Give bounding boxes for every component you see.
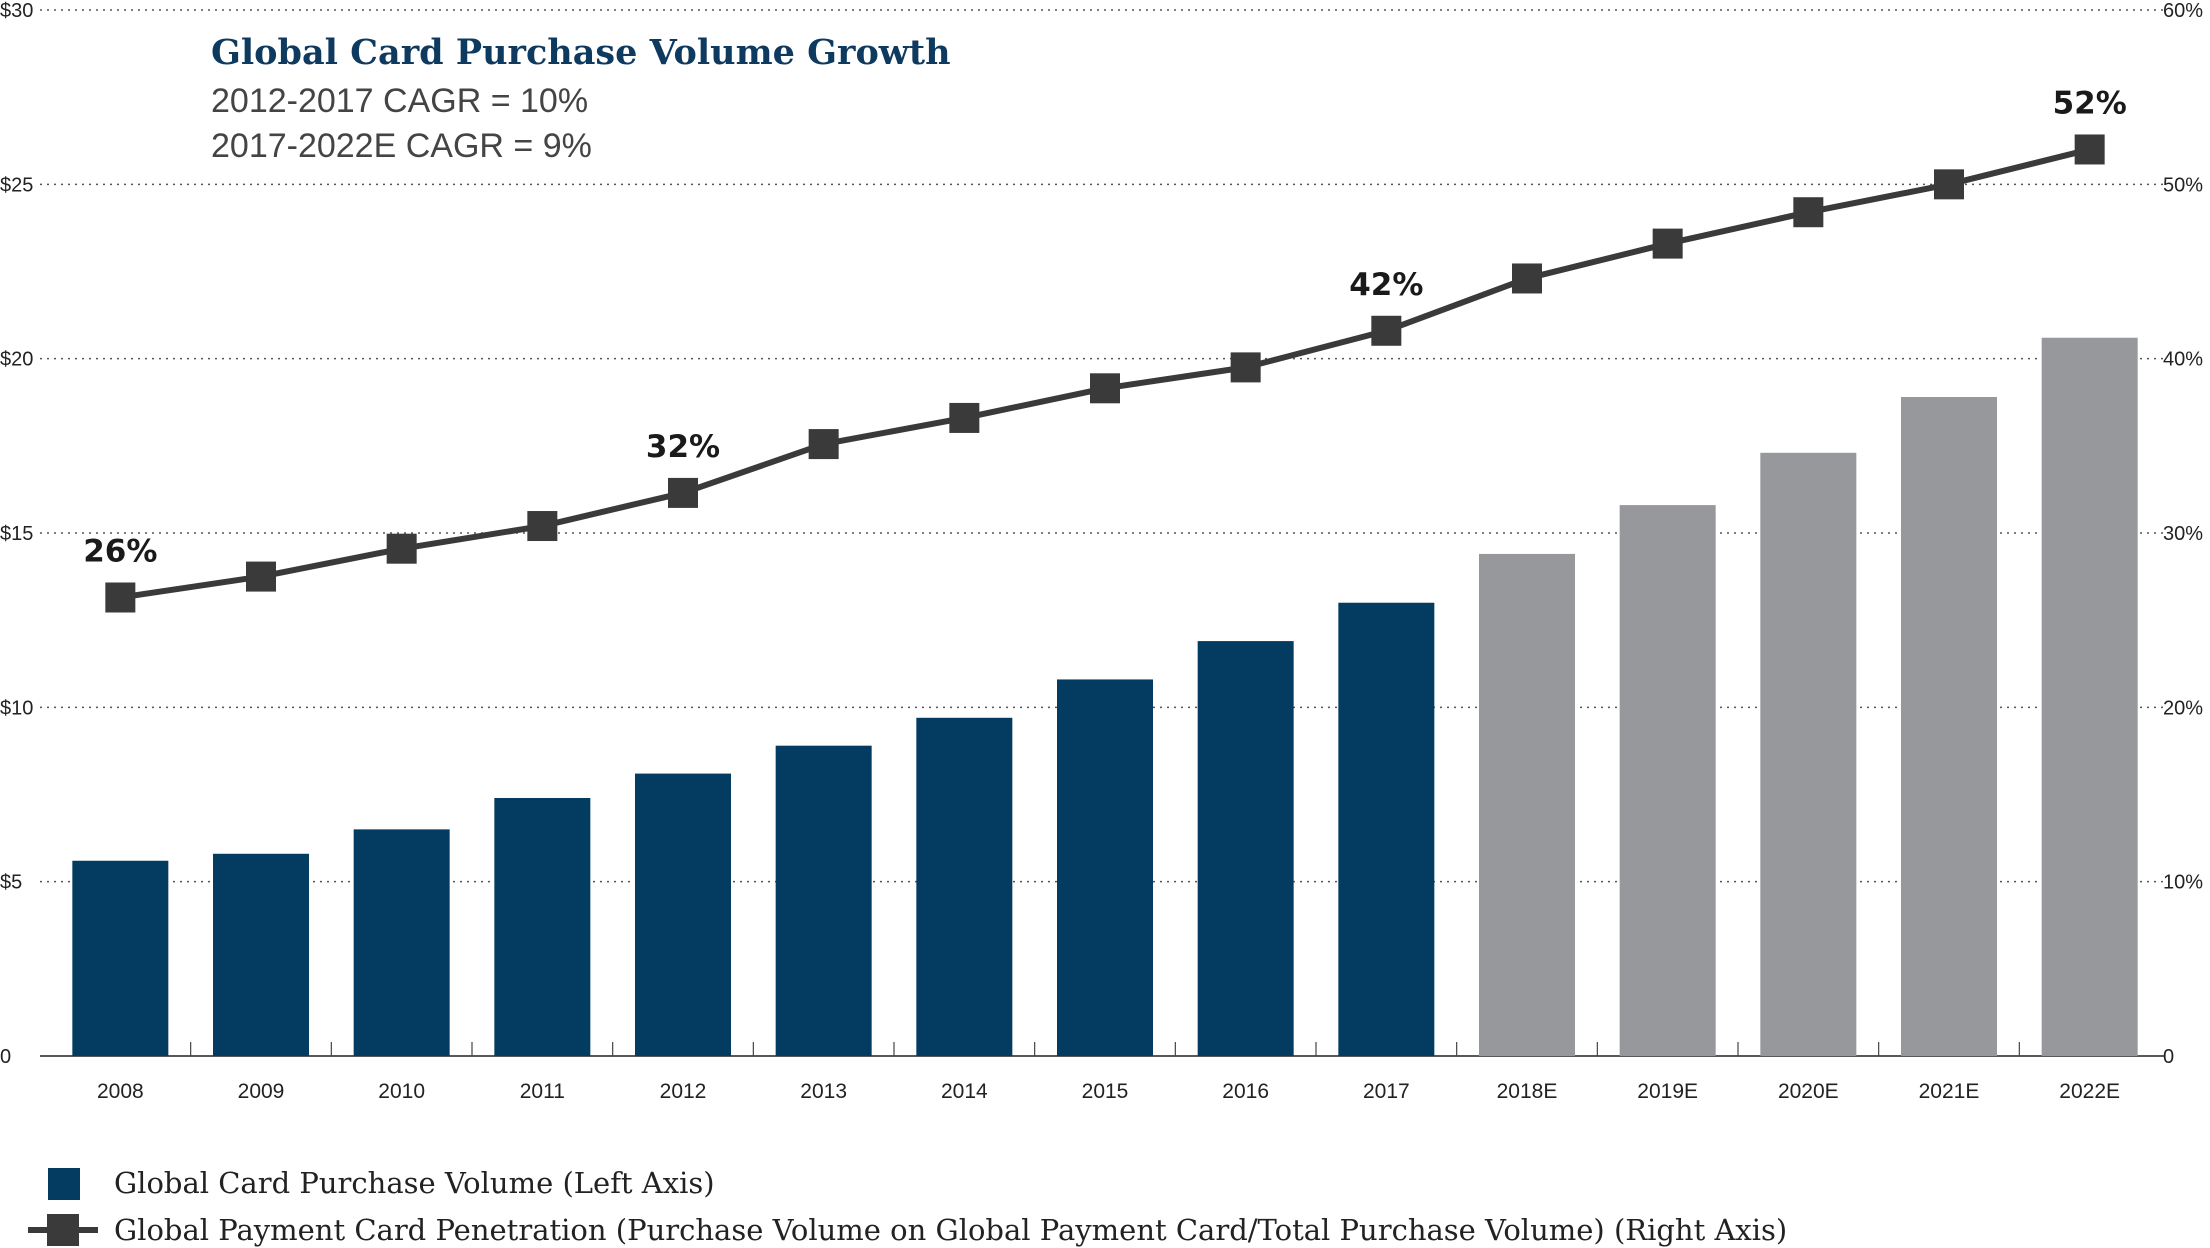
bar [2041,337,2138,1056]
chart-subtitle-2: 2017-2022E CAGR = 9% [211,127,592,165]
line-marker [105,582,136,613]
left-tick-label: $15 [0,523,33,545]
x-tick-label: 2019E [1637,1080,1698,1103]
line-marker [1512,263,1542,294]
line-marker [1934,169,1964,200]
point-label: 52% [2053,85,2127,121]
line-marker [1652,228,1683,259]
x-tick-label: 2016 [1222,1080,1269,1103]
chart-title: Global Card Purchase Volume Growth [211,32,951,73]
x-tick-label: 2011 [520,1080,565,1103]
bar [775,745,872,1056]
x-tick-label: 2008 [97,1080,144,1103]
bar [1760,452,1857,1057]
x-tick-label: 2021E [1919,1080,1980,1103]
legend-bar-swatch [48,1168,80,1200]
x-tick-label: 2018E [1497,1080,1558,1103]
legend: Global Card Purchase Volume (Left Axis) … [28,1166,1787,1247]
x-tick-label: 2017 [1363,1080,1410,1103]
bar [635,773,731,1056]
line-marker [1090,373,1120,404]
line-marker [527,511,558,542]
bar [1619,505,1716,1056]
legend-bar-label: Global Card Purchase Volume (Left Axis) [114,1166,715,1200]
point-label: 26% [83,534,157,570]
x-tick-label: 2022E [2059,1080,2120,1103]
line-marker [668,477,698,508]
line-marker [386,533,417,564]
bar [353,829,450,1056]
line-marker [1793,197,1824,228]
left-tick-label: $20 [0,349,33,371]
left-tick-label: $10 [0,697,33,719]
point-label: 32% [646,429,720,465]
right-tick-label: 40% [2163,349,2203,371]
line-marker [1230,352,1261,383]
x-tick-label: 2020E [1778,1080,1839,1103]
x-tick-label: 2013 [800,1080,847,1103]
bar [72,860,169,1056]
bar [1197,641,1294,1056]
right-tick-label: 30% [2163,523,2203,545]
x-tick-label: 2012 [660,1080,707,1103]
line-series [105,134,2105,613]
x-tick-label: 2010 [378,1080,425,1103]
legend-line-marker [47,1214,79,1246]
left-tick-label: $25 [0,174,33,196]
chart-subtitle-1: 2012-2017 CAGR = 10% [211,82,588,120]
bar [494,797,591,1056]
bar-series [72,337,2138,1057]
line-marker [949,402,980,433]
bar [1479,553,1575,1056]
right-tick-label: 50% [2163,174,2203,196]
left-tick-label: 0 [0,1046,11,1068]
x-tick-label: 2014 [941,1080,988,1103]
right-tick-label: 20% [2163,697,2203,719]
axis-ticks: 0 $5 $10 $15 $20 $25 $30 0 10% 20% 30% 40% 50% 60% [0,0,2203,1068]
bar [1057,679,1153,1056]
point-labels: 26% 32% 42% 52% [83,85,2127,569]
x-axis-labels: 2008 2009 2010 2011 2012 2013 2014 2015 2016 2017… [97,1080,2120,1103]
bar [1338,602,1435,1056]
left-tick-label: $5 [0,872,22,894]
right-tick-label: 0 [2163,1046,2174,1068]
x-tick-label: 2015 [1082,1080,1129,1103]
bar [916,717,1013,1056]
left-tick-label: $30 [0,0,33,22]
line-marker [2074,134,2105,165]
legend-line-label: Global Payment Card Penetration (Purchas… [114,1213,1787,1247]
line-marker [808,429,839,460]
line-marker [1371,315,1402,346]
bar [1901,397,1997,1056]
right-tick-label: 60% [2163,0,2203,22]
line-marker [246,561,276,592]
x-tick-label: 2009 [238,1080,285,1103]
bar [213,853,309,1056]
right-tick-label: 10% [2163,872,2203,894]
point-label: 42% [1349,267,1423,303]
